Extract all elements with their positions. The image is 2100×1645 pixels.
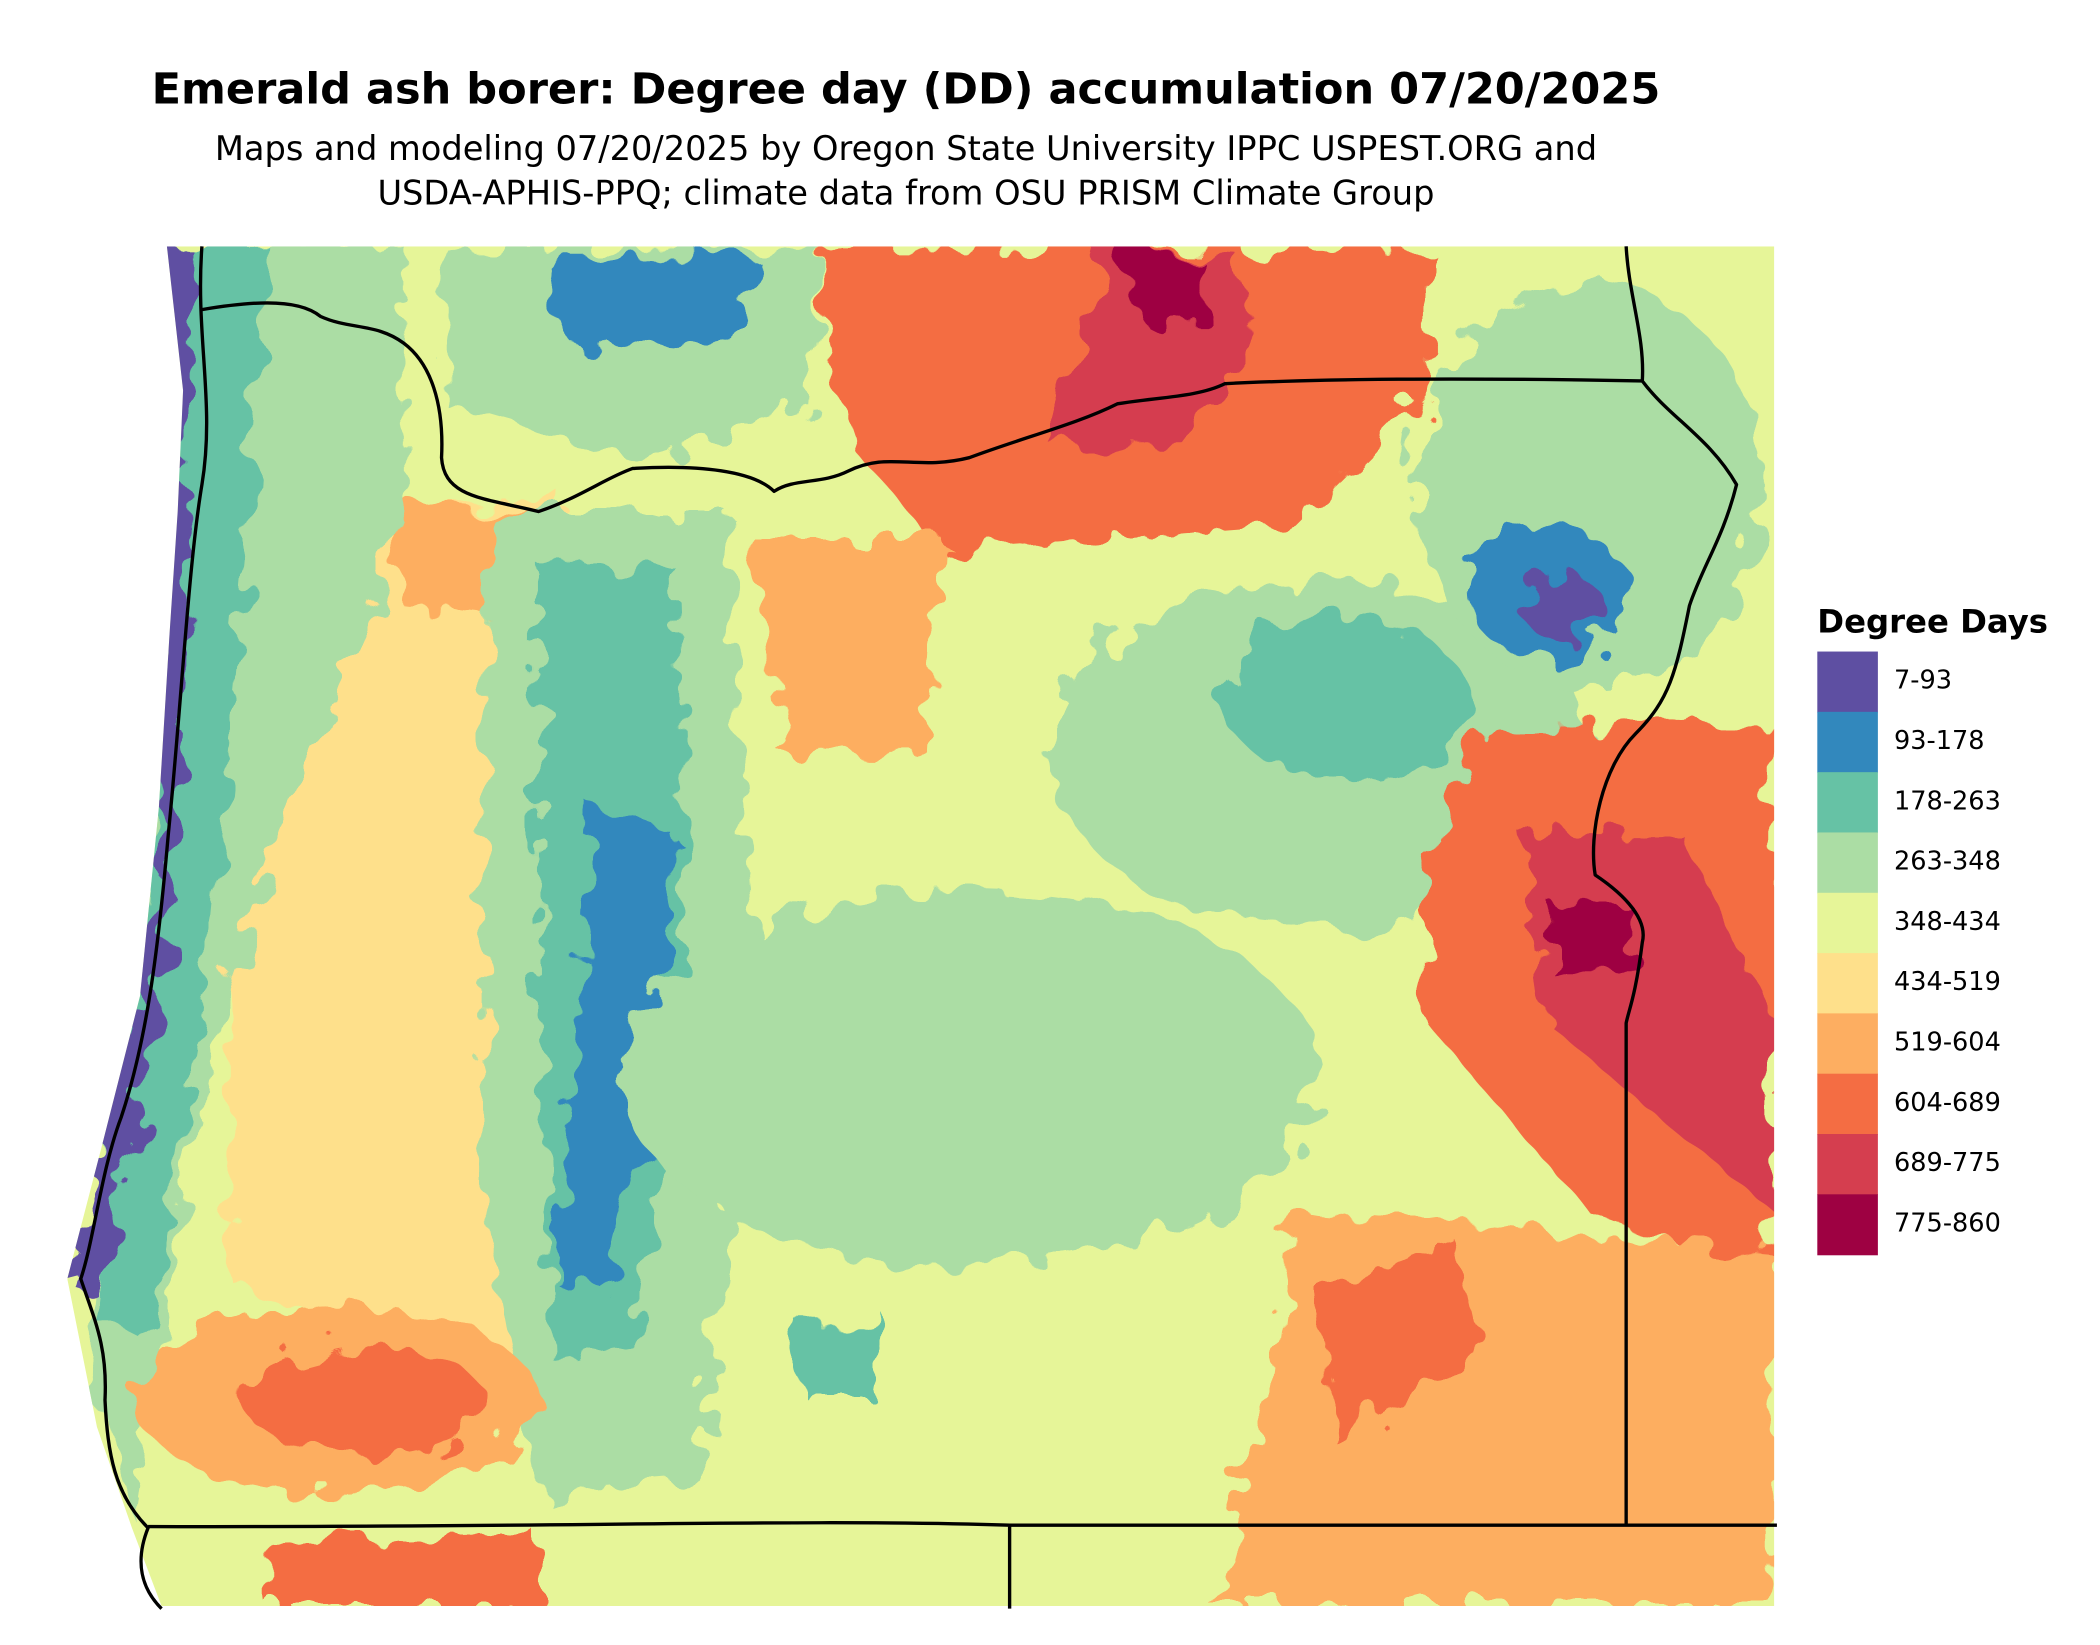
map-subtitle: USDA-APHIS-PPQ; climate data from OSU PR…: [377, 174, 1434, 213]
legend-swatch: [1817, 772, 1878, 834]
legend-swatch: [1817, 651, 1878, 713]
map-region: [619, 888, 1320, 1266]
map-region: [1548, 901, 1629, 970]
map: [67, 246, 1775, 1606]
border-line: [79, 246, 209, 1610]
legend-swatch: [1817, 1013, 1878, 1075]
legend-label: 93-178: [1894, 726, 1985, 756]
map-region: [1211, 1211, 1775, 1606]
legend-swatch: [1817, 1194, 1878, 1256]
legend-label: 7-93: [1894, 666, 1952, 696]
legend-label: 519-604: [1894, 1028, 2001, 1058]
legend-swatch: [1817, 892, 1878, 954]
border-line: [148, 1521, 1777, 1609]
legend-swatch: [1817, 1134, 1878, 1195]
legend-swatch: [1817, 832, 1878, 894]
map-region: [794, 1319, 889, 1400]
state-borders: [79, 246, 1777, 1610]
legend-label: 434-519: [1894, 967, 2001, 997]
map-title: Emerald ash borer: Degree day (DD) accum…: [152, 65, 1661, 115]
legend-label: 604-689: [1894, 1088, 2001, 1118]
map-region: [1225, 619, 1468, 781]
legend-label: 178-263: [1894, 786, 2001, 816]
legend-label: 263-348: [1894, 847, 2001, 877]
map-region: [551, 807, 674, 1293]
map-region: [1117, 246, 1212, 324]
map-region: [538, 255, 754, 350]
legend-label: 775-860: [1894, 1208, 2001, 1238]
border-line: [1624, 246, 1645, 382]
legend-label: 689-775: [1894, 1148, 2001, 1178]
map-region: [1319, 1238, 1481, 1441]
map-subtitle: Maps and modeling 07/20/2025 by Oregon S…: [215, 129, 1597, 168]
map-region: [269, 1534, 539, 1606]
legend-swatch: [1817, 711, 1878, 773]
map-region: [753, 538, 943, 754]
legend-title: Degree Days: [1817, 603, 2048, 641]
map-region: [1521, 572, 1602, 640]
legend-swatch: [1817, 953, 1878, 1015]
map-region: [242, 1346, 485, 1454]
legend-swatch: [1817, 1073, 1878, 1135]
border-line: [201, 301, 1739, 1526]
legend: 7-93 93-178 178-263 263-348 348-434 434-519 51…: [1817, 651, 2001, 1256]
legend-label: 348-434: [1894, 907, 2001, 937]
